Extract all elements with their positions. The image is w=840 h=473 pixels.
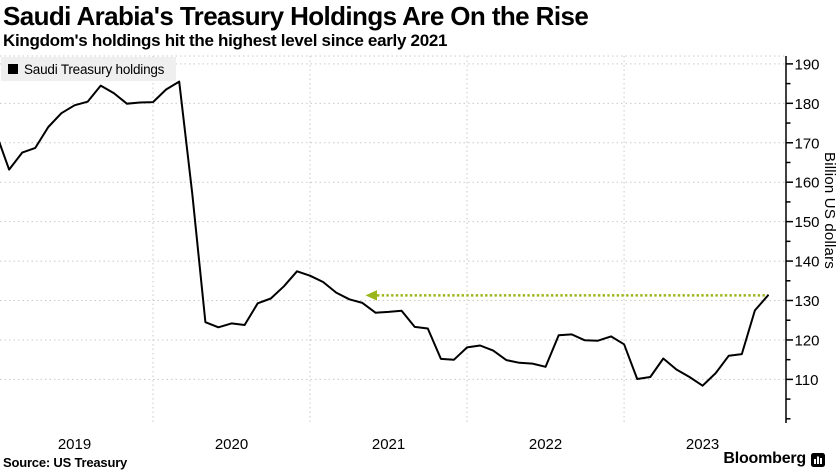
y-tick-label: 140: [795, 254, 820, 271]
chart-subtitle: Kingdom's holdings hit the highest level…: [3, 31, 448, 50]
y-tick-label: 130: [795, 293, 820, 310]
treasury-line: [0, 80, 769, 387]
brand: Bloomberg: [723, 450, 826, 468]
y-tick-label: 110: [795, 372, 819, 389]
year-label: 2023: [686, 436, 719, 453]
y-tick-label: 180: [795, 96, 820, 113]
bloomberg-logo-icon: [811, 452, 825, 467]
y-tick-label: 170: [795, 135, 820, 152]
y-axis-title: Billion US dollars: [821, 152, 838, 269]
year-label: 2020: [215, 436, 248, 453]
legend-swatch-icon: [8, 64, 18, 74]
legend: Saudi Treasury holdings: [1, 57, 177, 81]
y-tick-label: 120: [795, 332, 820, 349]
year-label: 2019: [58, 436, 91, 453]
year-label: 2021: [372, 436, 405, 453]
y-tick-label: 160: [795, 175, 820, 192]
brand-wordmark: Bloomberg: [723, 450, 806, 467]
legend-label: Saudi Treasury holdings: [24, 61, 165, 77]
target-arrowhead: [365, 290, 377, 301]
y-tick-label: 190: [795, 56, 820, 73]
page-title: Saudi Arabia's Treasury Holdings Are On …: [3, 1, 589, 31]
year-label: 2022: [529, 436, 562, 453]
y-tick-label: 150: [795, 214, 820, 231]
source-label: Source: US Treasury: [3, 455, 128, 470]
